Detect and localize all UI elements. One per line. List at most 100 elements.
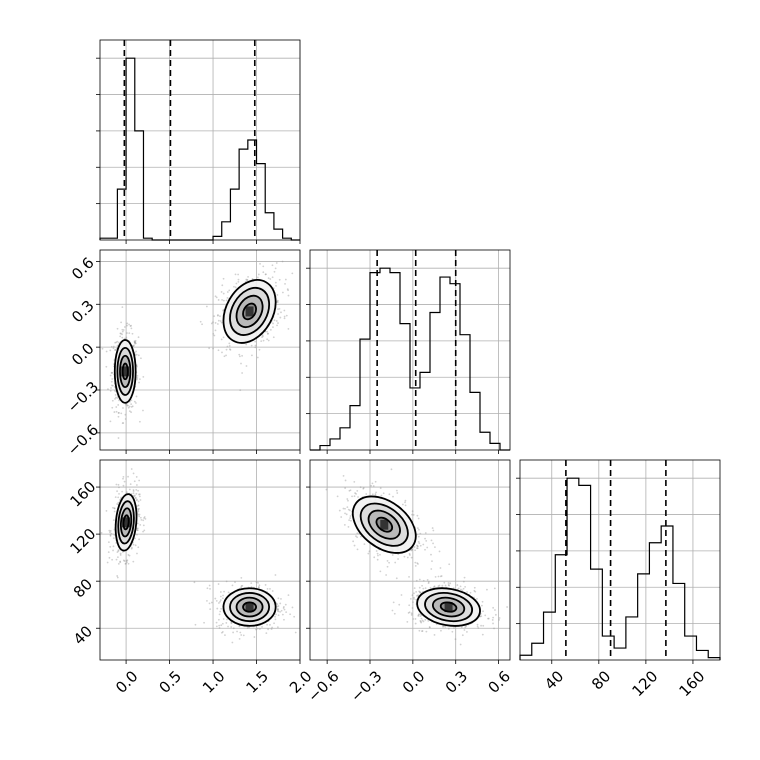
scatter-point — [447, 582, 450, 584]
density-panel-1-2 — [306, 459, 511, 664]
scatter-point — [123, 337, 126, 340]
scatter-point — [422, 620, 425, 623]
scatter-point — [116, 551, 119, 554]
scatter-point — [133, 400, 136, 403]
scatter-point — [283, 317, 286, 320]
scatter-point — [123, 480, 126, 483]
scatter-point — [194, 623, 197, 626]
scatter-point — [419, 615, 422, 617]
scatter-point — [267, 332, 269, 335]
scatter-point — [283, 608, 286, 611]
scatter-point — [216, 323, 219, 325]
scatter-point — [217, 618, 220, 621]
scatter-point — [236, 630, 238, 633]
scatter-point — [437, 585, 440, 588]
scatter-point — [128, 405, 131, 408]
scatter-point — [140, 519, 143, 521]
scatter-point — [225, 354, 227, 357]
scatter-point — [222, 336, 225, 339]
scatter-point — [283, 618, 285, 621]
scatter-point — [463, 629, 466, 631]
scatter-point — [338, 509, 341, 512]
scatter-point — [115, 406, 118, 408]
scatter-point — [348, 519, 351, 522]
scatter-point — [222, 277, 225, 280]
scatter-point — [374, 494, 377, 497]
scatter-point — [240, 585, 243, 587]
scatter-point — [116, 576, 119, 579]
scatter-point — [142, 524, 145, 527]
scatter-point — [344, 512, 346, 515]
scatter-point — [136, 484, 138, 486]
scatter-point — [276, 609, 279, 612]
scatter-point — [433, 585, 436, 588]
scatter-point — [474, 590, 477, 593]
scatter-point — [132, 490, 135, 493]
scatter-point — [222, 292, 225, 295]
scatter-point — [208, 602, 211, 605]
scatter-point — [222, 618, 225, 620]
scatter-point — [294, 631, 297, 634]
scatter-point — [138, 538, 140, 541]
scatter-point — [353, 495, 356, 498]
scatter-point — [144, 518, 147, 520]
scatter-point — [418, 590, 421, 593]
scatter-point — [429, 586, 432, 589]
scatter-point — [209, 608, 212, 610]
scatter-point — [388, 493, 391, 496]
scatter-point — [396, 492, 399, 494]
x-tick-label: 1.0 — [199, 667, 229, 697]
scatter-point — [351, 495, 353, 498]
scatter-point — [136, 529, 139, 532]
scatter-point — [434, 546, 436, 548]
scatter-point — [418, 586, 421, 589]
scatter-point — [392, 601, 395, 604]
scatter-point — [122, 422, 125, 424]
scatter-point — [456, 584, 459, 586]
scatter-point — [120, 496, 123, 499]
scatter-point — [277, 322, 279, 324]
scatter-point — [219, 320, 222, 322]
scatter-point — [416, 545, 419, 548]
contour-line — [439, 601, 458, 613]
scatter-point — [412, 513, 415, 516]
scatter-point — [132, 472, 135, 475]
scatter-point — [431, 560, 433, 563]
scatter-point — [279, 610, 281, 613]
scatter-point — [480, 604, 483, 607]
scatter-point — [345, 513, 348, 516]
scatter-point — [417, 540, 420, 543]
scatter-point — [133, 341, 136, 343]
scatter-point — [271, 590, 274, 592]
scatter-point — [461, 589, 464, 592]
scatter-point — [133, 495, 136, 498]
scatter-point — [355, 493, 357, 495]
scatter-point — [116, 327, 119, 330]
scatter-point — [370, 484, 373, 487]
scatter-point — [116, 490, 118, 493]
scatter-point — [287, 294, 290, 297]
scatter-point — [242, 634, 245, 637]
scatter-point — [476, 597, 478, 600]
scatter-point — [119, 554, 122, 556]
x-tick-label: 160 — [676, 667, 709, 700]
scatter-point — [493, 627, 495, 630]
scatter-point — [124, 562, 127, 565]
scatter-point — [136, 378, 138, 381]
scatter-point — [438, 584, 441, 587]
scatter-point — [135, 499, 138, 502]
scatter-point — [421, 619, 424, 622]
x-tick-label: 0.0 — [112, 667, 142, 697]
scatter-point — [221, 630, 224, 633]
scatter-point — [221, 351, 223, 354]
scatter-point — [223, 355, 226, 358]
scatter-point — [133, 341, 136, 344]
scatter-point — [137, 508, 140, 511]
x-tick-label: −0.3 — [347, 667, 385, 705]
scatter-point — [217, 319, 220, 322]
scatter-point — [492, 622, 494, 625]
scatter-point — [275, 613, 277, 616]
scatter-point — [138, 493, 140, 496]
scatter-point — [390, 468, 393, 471]
scatter-point — [280, 311, 282, 314]
